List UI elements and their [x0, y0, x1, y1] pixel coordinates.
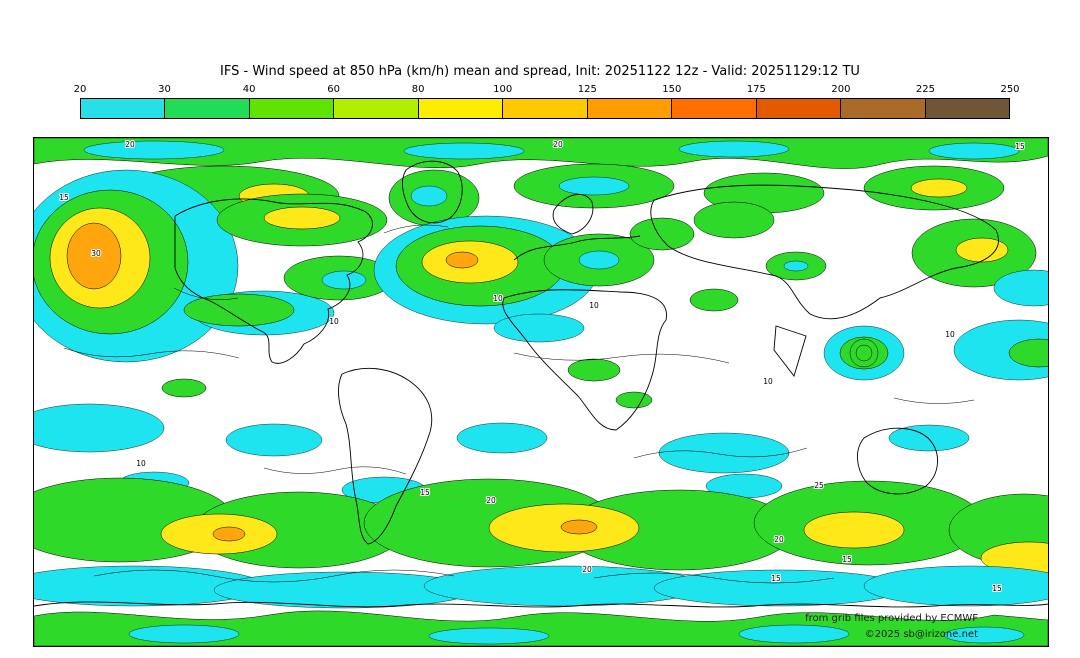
wind-fill-regions: [34, 138, 1048, 646]
world-map: 20 20 15 15 30 10 10 10 10 10 10 15 20 25 20 15 20 15 15 f…: [33, 137, 1049, 647]
contour-label: 20: [774, 535, 784, 544]
contour-label: 15: [420, 488, 430, 497]
contour-label: 15: [771, 574, 781, 583]
colorbar-segment: [249, 99, 335, 118]
colorbar-segment: [81, 99, 166, 118]
colorbar-segment: [587, 99, 673, 118]
contour-label: 20: [486, 496, 496, 505]
contour-label: 15: [1015, 142, 1025, 151]
contour-label: 10: [589, 301, 599, 310]
contour-label: 20: [582, 565, 592, 574]
colorbar-segment: [756, 99, 842, 118]
colorbar-tick: 20: [73, 84, 87, 95]
chart-title: IFS - Wind speed at 850 hPa (km/h) mean …: [220, 64, 860, 79]
contour-label-group: 20 20 15 15 30 10 10 10 10 10 10 15 20 25 20 15 20 15 15: [58, 139, 1026, 594]
colorbar-tick: 150: [662, 84, 682, 95]
colorbar-tick: 225: [915, 84, 935, 95]
colorbar-tick: 80: [411, 84, 425, 95]
contour-label: 10: [945, 330, 955, 339]
colorbar-segment: [503, 99, 588, 118]
contour-label: 15: [59, 193, 69, 202]
coastlines: [34, 160, 1048, 608]
wind-speed-map-svg: 20 20 15 15 30 10 10 10 10 10 10 15 20 25 20 15 20 15 15: [34, 138, 1048, 646]
contour-label: 15: [992, 584, 1002, 593]
contour-label: 25: [814, 481, 824, 490]
colorbar-tick-row: 20 30 40 60 80 100 125 150 175 200 225 250: [74, 84, 1020, 97]
contour-label: 10: [763, 377, 773, 386]
credit-source: from grib files provided by ECMWF: [805, 613, 978, 624]
colorbar-tick: 30: [158, 84, 171, 95]
contour-label: 10: [329, 317, 339, 326]
colorbar-scale: [80, 98, 1010, 119]
colorbar-tick: 175: [746, 84, 766, 95]
colorbar-tick: 125: [577, 84, 597, 95]
colorbar-segment: [418, 99, 504, 118]
colorbar-tick: 60: [327, 84, 340, 95]
contour-label: 20: [125, 140, 135, 149]
contour-label: 10: [136, 459, 146, 468]
contour-label: 10: [493, 294, 503, 303]
colorbar-segment: [334, 99, 419, 118]
spread-contours: [63, 224, 975, 584]
colorbar-segment: [925, 99, 1009, 118]
colorbar-segment: [672, 99, 757, 118]
colorbar: 20 30 40 60 80 100 125 150 175 200 225 250: [74, 84, 1020, 119]
credit-copyright: ©2025 sb@irizone.net: [864, 629, 978, 640]
contour-label: 20: [553, 140, 563, 149]
colorbar-segment: [841, 99, 926, 118]
colorbar-segment: [165, 99, 250, 118]
colorbar-tick: 100: [493, 84, 513, 95]
contour-label: 15: [842, 555, 852, 564]
colorbar-tick: 40: [242, 84, 256, 95]
contour-label: 30: [91, 249, 101, 258]
colorbar-tick: 200: [831, 84, 851, 95]
colorbar-tick: 250: [1000, 84, 1020, 95]
